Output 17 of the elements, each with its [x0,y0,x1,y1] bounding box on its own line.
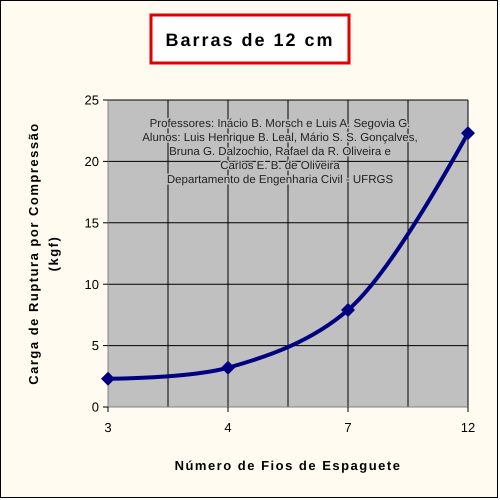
y-axis-title: Carga de Ruptura por Compressão (kgf) [26,122,61,385]
x-tick-label: 7 [344,420,352,435]
chart-title: Barras de 12 cm [165,30,335,50]
y-tick-label: 20 [84,154,99,169]
y-tick-label: 0 [92,400,99,415]
x-axis-title: Número de Fios de Espaguete [174,458,402,473]
x-tick-label: 3 [104,420,112,435]
point [101,372,115,386]
y-tick-label: 5 [92,338,99,354]
point [341,302,355,317]
y-tick-label: 10 [84,276,99,292]
y-tick-label: 15 [84,215,99,230]
x-tick-label: 12 [460,420,476,435]
point [461,126,475,140]
point [221,360,235,375]
x-tick-label: 4 [224,420,232,435]
y-tick-label: 25 [84,92,99,108]
